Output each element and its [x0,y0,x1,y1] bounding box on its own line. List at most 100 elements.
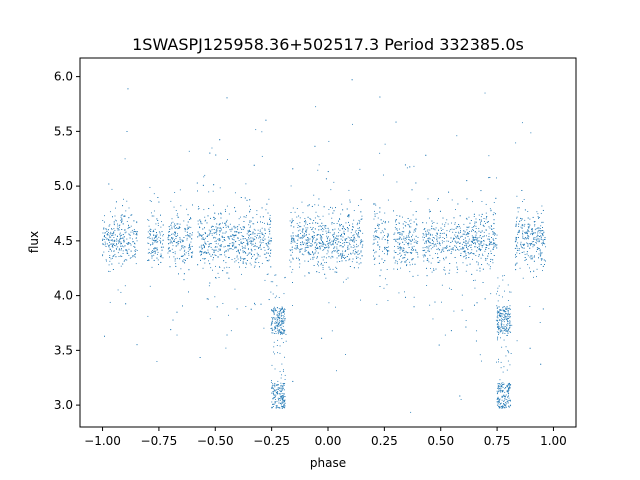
data-point [502,327,504,329]
data-point [307,227,309,229]
data-point [475,221,477,223]
data-point [112,269,114,270]
data-point [159,232,161,234]
data-point [447,250,449,252]
data-point [542,241,544,243]
data-point [220,217,222,219]
data-point [335,242,337,244]
data-point [275,389,277,391]
data-point [432,246,434,248]
data-point [478,245,480,247]
data-point [168,234,170,236]
data-point [297,257,299,259]
data-point [410,223,412,224]
data-point [507,300,509,301]
data-point [217,238,219,240]
data-point [507,332,509,334]
data-point [198,206,199,208]
data-point [215,240,217,242]
data-point [296,246,298,248]
data-point [271,385,273,387]
data-point [250,242,252,244]
data-point [113,231,115,233]
data-point [518,225,520,227]
data-point [273,318,275,320]
data-point [197,190,198,192]
data-point [411,236,412,238]
data-point [509,331,511,333]
data-point [271,407,273,409]
data-point [275,332,277,334]
data-point [382,174,384,176]
data-point [153,193,155,195]
data-point [219,139,221,141]
data-point [468,257,470,258]
data-point [460,236,462,238]
data-point [182,260,184,262]
data-point [279,330,281,332]
data-point [503,403,505,405]
data-point [376,303,378,305]
data-point [499,387,501,389]
data-point [218,277,220,278]
data-point [299,225,301,227]
data-point [373,249,375,251]
data-point [313,238,314,240]
data-point [264,232,266,234]
data-point [291,220,293,222]
data-point [215,246,216,248]
data-point [123,241,125,243]
data-point [387,199,389,201]
data-point [498,388,500,389]
data-point [403,244,405,246]
data-point [539,229,541,231]
data-point [434,237,435,239]
data-point [213,184,215,186]
data-point [184,262,186,264]
data-point [202,245,204,246]
data-point [282,402,284,404]
data-point [528,231,530,233]
data-point [281,389,283,391]
data-point [268,198,270,200]
data-point [379,207,381,209]
data-point [245,183,247,185]
data-point [349,237,351,239]
data-point [408,239,410,240]
data-point [317,234,318,236]
data-point [541,252,543,254]
data-point [256,213,258,215]
data-point [487,221,489,223]
data-point [302,235,303,237]
data-point [189,219,190,220]
data-point [299,250,301,252]
data-point [284,320,286,322]
data-point [151,250,153,251]
data-point [220,227,222,229]
data-point [306,242,308,244]
data-point [273,308,274,310]
data-point [412,250,414,251]
data-point [490,253,492,254]
data-point [235,246,237,248]
data-point [339,219,341,220]
data-point [124,232,126,234]
data-point [292,240,294,241]
data-point [204,232,206,234]
data-point [343,281,344,283]
data-point [213,237,215,239]
data-point [188,254,190,256]
data-point [401,231,403,233]
data-point [442,242,443,244]
data-point [275,327,276,329]
data-point [347,215,348,217]
data-point [331,223,333,225]
data-point [172,242,173,244]
data-point [231,242,233,244]
data-point [210,226,212,228]
data-point [228,238,230,240]
data-point [475,239,477,241]
data-point [349,266,351,267]
data-point [503,310,505,312]
data-point [506,308,508,310]
